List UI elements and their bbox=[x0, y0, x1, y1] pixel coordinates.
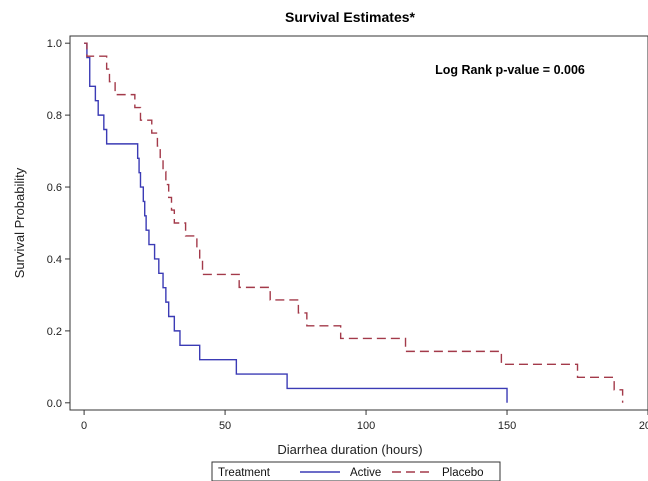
x-tick-label: 50 bbox=[219, 420, 231, 432]
chart-title: Survival Estimates* bbox=[285, 9, 416, 25]
x-tick-label: 0 bbox=[81, 420, 87, 432]
x-axis-label: Diarrhea duration (hours) bbox=[277, 442, 422, 457]
legend-label-placebo: Placebo bbox=[442, 467, 484, 479]
x-axis: 0 50 100 150 200 bbox=[81, 410, 648, 432]
legend-label-active: Active bbox=[350, 467, 381, 479]
x-tick-label: 200 bbox=[639, 420, 648, 432]
log-rank-annotation: Log Rank p-value = 0.006 bbox=[435, 63, 585, 77]
legend-box bbox=[211, 461, 501, 481]
x-tick-label: 100 bbox=[357, 420, 375, 432]
y-tick-label: 0.6 bbox=[47, 182, 62, 194]
y-axis-label: Survival Probability bbox=[12, 167, 27, 278]
legend: Treatment Active Placebo bbox=[211, 461, 501, 481]
y-tick-label: 0.0 bbox=[47, 398, 62, 410]
y-tick-label: 0.4 bbox=[47, 254, 62, 266]
x-tick-label: 150 bbox=[498, 420, 516, 432]
series-layer bbox=[84, 42, 624, 403]
y-axis: 0.0 0.2 0.4 0.6 0.8 1.0 bbox=[47, 38, 70, 410]
legend-title: Treatment bbox=[218, 467, 271, 479]
km-curve-active bbox=[84, 42, 508, 403]
km-curve-placebo bbox=[84, 42, 624, 403]
y-tick-label: 0.8 bbox=[47, 110, 62, 122]
plot-frame bbox=[69, 35, 648, 411]
y-tick-label: 0.2 bbox=[47, 326, 62, 338]
y-tick-label: 1.0 bbox=[47, 38, 62, 50]
